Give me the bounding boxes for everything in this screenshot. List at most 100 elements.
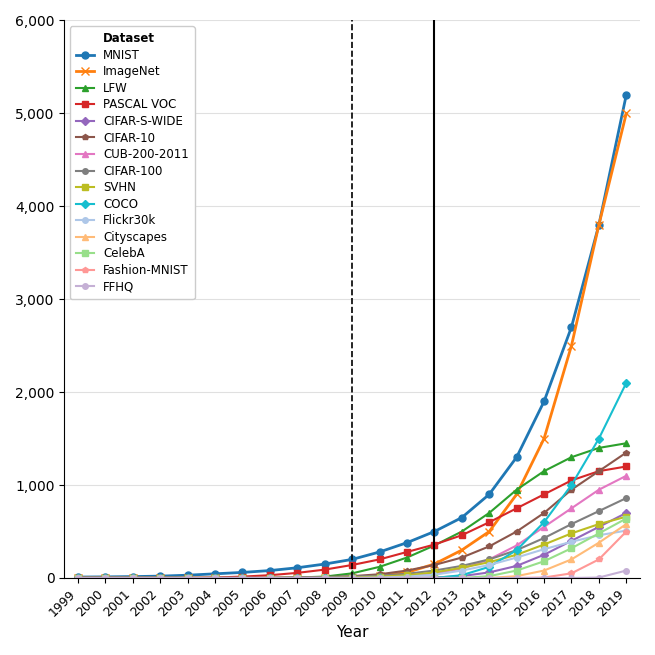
PASCAL VOC [211,574,219,582]
FFHQ [595,574,603,582]
LFW [430,542,438,550]
COCO [430,574,438,582]
CelebA [102,574,109,582]
Cityscapes [321,574,329,582]
Flickr30k [102,574,109,582]
Flickr30k [622,527,630,534]
Line: PASCAL VOC: PASCAL VOC [75,464,629,581]
MNIST [129,572,137,580]
CIFAR-S-WIDE [211,574,219,582]
SVHN [102,574,109,582]
Fashion-MNIST [540,574,548,582]
Fashion-MNIST [622,528,630,536]
FFHQ [348,574,356,582]
COCO [74,574,82,582]
CIFAR-S-WIDE [266,574,274,582]
PASCAL VOC [321,566,329,574]
CIFAR-100 [540,534,548,542]
LFW [211,574,219,582]
PASCAL VOC [183,574,191,582]
CIFAR-100 [102,574,109,582]
FFHQ [238,574,246,582]
PASCAL VOC [430,540,438,548]
CelebA [567,544,575,552]
Cityscapes [622,520,630,528]
CIFAR-S-WIDE [321,574,329,582]
MNIST [430,528,438,536]
ImageNet [375,572,383,580]
Flickr30k [293,574,301,582]
FFHQ [403,574,411,582]
Fashion-MNIST [513,574,521,582]
CelebA [293,574,301,582]
ImageNet [183,574,191,582]
CUB-200-2011 [321,574,329,582]
CIFAR-100 [183,574,191,582]
FFHQ [513,574,521,582]
PASCAL VOC [102,574,109,582]
MNIST [485,491,493,498]
COCO [622,379,630,387]
MNIST [74,573,82,581]
PASCAL VOC [375,555,383,563]
CUB-200-2011 [430,569,438,577]
Flickr30k [567,538,575,546]
ImageNet [74,574,82,582]
Fashion-MNIST [293,574,301,582]
SVHN [157,574,164,582]
MNIST [321,560,329,568]
PASCAL VOC [622,462,630,470]
CIFAR-10 [348,572,356,580]
Flickr30k [513,553,521,561]
CelebA [540,557,548,565]
SVHN [403,571,411,579]
CIFAR-10 [485,542,493,550]
CUB-200-2011 [403,572,411,580]
COCO [485,563,493,571]
Flickr30k [348,574,356,582]
PASCAL VOC [129,574,137,582]
CUB-200-2011 [513,542,521,550]
Flickr30k [183,574,191,582]
Line: Cityscapes: Cityscapes [75,521,629,581]
Cityscapes [266,574,274,582]
MNIST [102,573,109,581]
ImageNet [567,342,575,350]
ImageNet [266,574,274,582]
ImageNet [458,546,466,554]
FFHQ [293,574,301,582]
Line: COCO: COCO [75,380,629,581]
LFW [622,440,630,447]
ImageNet [403,569,411,576]
CIFAR-10 [266,574,274,582]
Fashion-MNIST [157,574,164,582]
LFW [183,574,191,582]
FFHQ [157,574,164,582]
FFHQ [375,574,383,582]
PASCAL VOC [266,571,274,579]
ImageNet [321,574,329,582]
CelebA [458,574,466,582]
Cityscapes [293,574,301,582]
SVHN [567,529,575,537]
LFW [375,563,383,571]
FFHQ [129,574,137,582]
SVHN [293,574,301,582]
PASCAL VOC [513,504,521,512]
SVHN [129,574,137,582]
ImageNet [513,491,521,498]
CUB-200-2011 [74,574,82,582]
SVHN [430,569,438,576]
PASCAL VOC [458,531,466,539]
CelebA [266,574,274,582]
CelebA [157,574,164,582]
Flickr30k [266,574,274,582]
CelebA [595,529,603,537]
CIFAR-10 [622,449,630,457]
ImageNet [348,574,356,582]
Flickr30k [157,574,164,582]
SVHN [238,574,246,582]
Cityscapes [540,567,548,574]
PASCAL VOC [293,569,301,577]
Line: CelebA: CelebA [75,515,629,581]
